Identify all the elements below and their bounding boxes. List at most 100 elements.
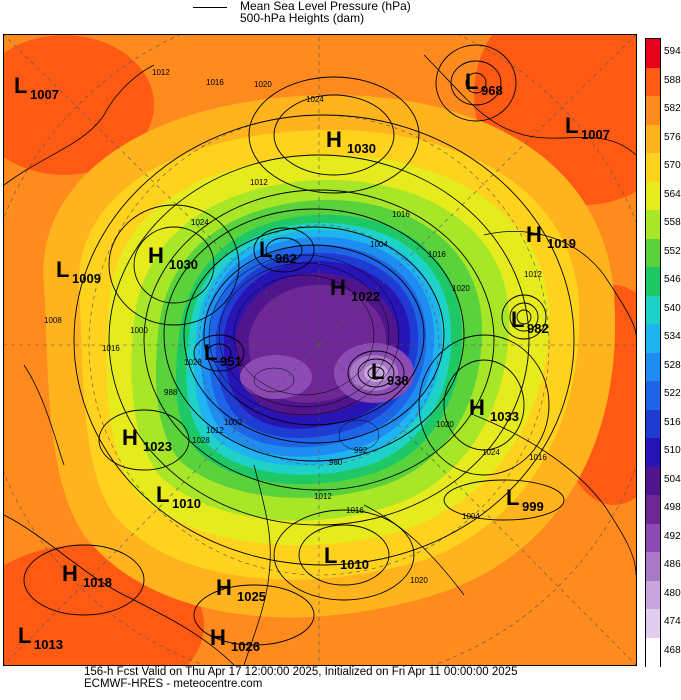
colorbar-segment xyxy=(646,295,660,325)
isobar-label: 1012 xyxy=(314,492,332,501)
system-letter-high: H xyxy=(62,561,78,586)
system-letter-low: L xyxy=(324,543,337,568)
isobar-label: 1016 xyxy=(346,506,364,515)
forecast-valid-time: 156-h Fcst Valid on Thu Apr 17 12:00:00 … xyxy=(84,666,518,678)
isobar-label: 1028 xyxy=(184,358,202,367)
colorbar-tick-label: 594 xyxy=(664,46,681,58)
isobar-label: 1000 xyxy=(224,418,242,427)
system-value: 1025 xyxy=(237,589,266,604)
colorbar-segment xyxy=(646,438,660,467)
system-value: 1010 xyxy=(172,496,201,511)
colorbar-segment xyxy=(646,409,660,439)
system-letter-low: L xyxy=(511,307,524,332)
isobar-label: 1016 xyxy=(529,453,547,462)
colorbar-tick-label: 468 xyxy=(664,644,681,656)
colorbar-tick-label: 564 xyxy=(664,188,681,200)
colorbar-segment xyxy=(646,210,660,239)
isobar-label: 1012 xyxy=(250,178,268,187)
isobar-label: 1020 xyxy=(452,284,470,293)
colorbar-tick-label: 486 xyxy=(664,559,681,571)
system-value: 1019 xyxy=(547,236,576,251)
system-letter-low: L xyxy=(18,623,31,648)
system-letter-low: L xyxy=(56,257,69,282)
weather-map: 1012 1016 1020 1024 1012 1024 1016 1004 … xyxy=(3,34,637,666)
system-letter-high: H xyxy=(148,243,164,268)
height-fill-492-west xyxy=(240,355,312,399)
colorbar-tick-label: 528 xyxy=(664,359,681,371)
system-value: 1013 xyxy=(34,637,63,652)
colorbar-segment xyxy=(646,324,660,353)
colorbar-tick-label: 552 xyxy=(664,245,681,257)
system-value: 1018 xyxy=(83,575,112,590)
colorbar-tick-label: 582 xyxy=(664,103,681,115)
colorbar-segment xyxy=(646,381,660,410)
height-colorbar xyxy=(645,38,661,667)
system-letter-low: L xyxy=(465,69,478,94)
map-canvas: 1012 1016 1020 1024 1012 1024 1016 1004 … xyxy=(4,35,636,665)
system-letter-low: L xyxy=(565,113,578,138)
isobar-label: 1020 xyxy=(254,80,272,89)
isobar-label: 1016 xyxy=(206,78,224,87)
colorbar-tick-label: 540 xyxy=(664,302,681,314)
pressure-legend-label: Mean Sea Level Pressure (hPa) xyxy=(240,0,411,13)
system-value: 1030 xyxy=(347,141,376,156)
system-value: 1030 xyxy=(169,257,198,272)
isobar-label: 1016 xyxy=(392,210,410,219)
system-value: 1022 xyxy=(351,289,380,304)
colorbar-segment xyxy=(646,67,660,97)
isobar-label: 1016 xyxy=(102,344,120,353)
isobar-label: 1000 xyxy=(130,326,148,335)
system-letter-low: L xyxy=(14,73,27,98)
isobar-label: 1028 xyxy=(192,436,210,445)
pressure-legend-line xyxy=(193,7,227,8)
colorbar-tick-label: 534 xyxy=(664,331,681,343)
system-letter-high: H xyxy=(330,275,346,300)
system-letter-low: L xyxy=(156,482,169,507)
colorbar-segment xyxy=(646,580,660,610)
system-value: 1007 xyxy=(581,127,610,142)
isobar-label: 1004 xyxy=(462,512,480,521)
colorbar-tick-label: 510 xyxy=(664,445,681,457)
isobar-label: 1024 xyxy=(306,95,324,104)
colorbar-segment xyxy=(646,238,660,268)
colorbar-segment xyxy=(646,39,660,68)
pressure-systems: L 1007 H 1030 L 968 L 1007 H 1019 H 1030… xyxy=(14,69,610,654)
system-value: 982 xyxy=(527,321,549,336)
system-value: 1026 xyxy=(231,639,260,654)
system-value: 999 xyxy=(522,499,544,514)
system-letter-high: H xyxy=(216,575,232,600)
isobar-label: 1016 xyxy=(428,250,446,259)
isobars xyxy=(23,44,575,646)
system-letter-high: H xyxy=(122,425,138,450)
colorbar-segment xyxy=(646,352,660,382)
colorbar-tick-label: 522 xyxy=(664,388,681,400)
isobar-label: 1008 xyxy=(44,316,62,325)
system-letter-low: L xyxy=(204,340,217,365)
isobar-label: 1012 xyxy=(206,426,224,435)
isobar-label: 1020 xyxy=(436,420,454,429)
system-value: 951 xyxy=(220,354,242,369)
system-letter-high: H xyxy=(526,222,542,247)
system-value: 1007 xyxy=(30,87,59,102)
system-letter-low: L xyxy=(259,237,272,262)
isobar-label: 1012 xyxy=(524,270,542,279)
system-value: 1023 xyxy=(143,439,172,454)
map-footer: 156-h Fcst Valid on Thu Apr 17 12:00:00 … xyxy=(0,666,681,700)
height-legend-label: 500-hPa Heights (dam) xyxy=(240,11,365,25)
system-value: 1010 xyxy=(340,557,369,572)
system-value: 968 xyxy=(481,83,503,98)
colorbar-segment xyxy=(646,267,660,296)
colorbar-tick-label: 474 xyxy=(664,616,681,628)
system-letter-low: L xyxy=(506,485,519,510)
colorbar-segment xyxy=(646,495,660,524)
system-value: 1033 xyxy=(490,409,519,424)
isobar-label: 992 xyxy=(354,446,368,455)
colorbar-tick-label: 558 xyxy=(664,217,681,229)
colorbar-tick-label: 516 xyxy=(664,416,681,428)
colorbar-tick-label: 504 xyxy=(664,473,681,485)
isobar-label: 1024 xyxy=(191,218,209,227)
isobar-label: 1004 xyxy=(370,240,388,249)
coastlines xyxy=(4,54,636,665)
colorbar-segment xyxy=(646,153,660,182)
colorbar-segment xyxy=(646,96,660,125)
